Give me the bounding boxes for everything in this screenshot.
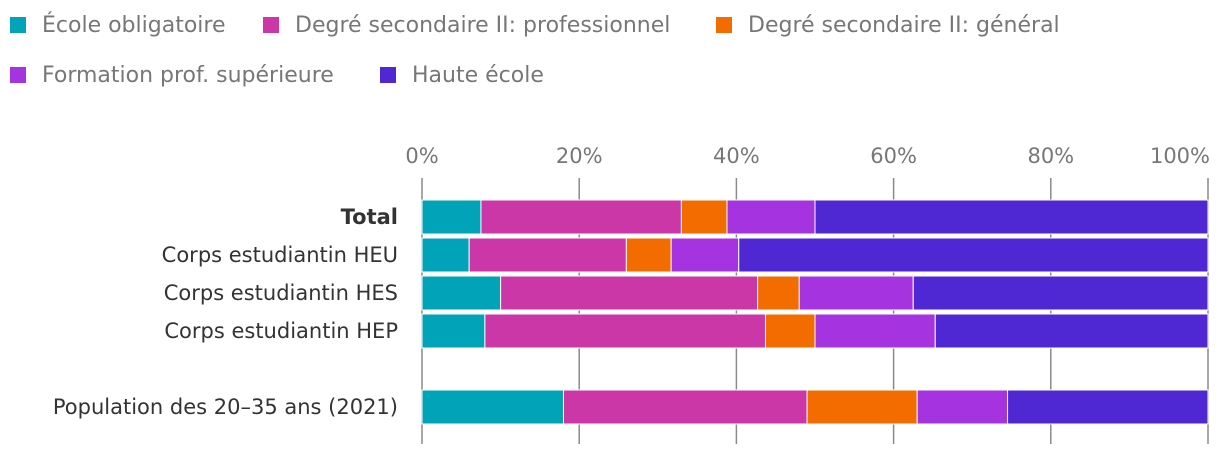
legend-item-ecole-obligatoire: École obligatoire [10, 8, 226, 42]
bar-segment-4-3 [916, 389, 1009, 425]
bar-segment-2-4 [912, 275, 1209, 311]
x-tick-label-3: 60% [870, 144, 917, 168]
bar-segment-0-0 [421, 199, 482, 235]
bar-segment-1-1 [468, 237, 627, 273]
legend-item-haute-ecole: Haute école [380, 58, 544, 92]
x-tick-label-4: 80% [1027, 144, 1074, 168]
category-label-1: Corps estudiantin HEU [162, 243, 398, 267]
legend-item-formation-prof-superieure: Formation prof. supérieure [10, 58, 334, 92]
legend-swatch-secondaire-professionnel [263, 17, 279, 33]
legend: École obligatoire Degré secondaire II: p… [10, 8, 1210, 108]
bar-segment-2-0 [421, 275, 502, 311]
legend-swatch-haute-ecole [380, 67, 396, 83]
x-tick-label-0: 0% [405, 144, 438, 168]
legend-swatch-secondaire-general [716, 17, 732, 33]
legend-label-formation-prof-superieure: Formation prof. supérieure [42, 62, 334, 88]
legend-label-ecole-obligatoire: École obligatoire [42, 12, 226, 38]
bar-segment-1-4 [738, 237, 1209, 273]
legend-swatch-ecole-obligatoire [10, 17, 26, 33]
bar-segment-2-2 [757, 275, 800, 311]
bar-segment-0-2 [680, 199, 728, 235]
bar-segment-3-1 [484, 313, 766, 349]
bar-segment-0-1 [480, 199, 682, 235]
bar-segment-4-1 [562, 389, 808, 425]
bar-segment-1-0 [421, 237, 470, 273]
bar-segment-4-2 [806, 389, 918, 425]
bar-segment-4-4 [1007, 389, 1209, 425]
category-label-4: Population des 20–35 ans (2021) [53, 395, 398, 419]
bar-segment-0-4 [814, 199, 1209, 235]
x-tick-label-5: 100% [1150, 144, 1210, 168]
bar-segment-3-3 [814, 313, 936, 349]
bar-segment-3-2 [764, 313, 816, 349]
bar-segment-3-0 [421, 313, 486, 349]
bar-segment-2-1 [500, 275, 759, 311]
category-label-0: Total [341, 205, 398, 229]
bar-segment-4-0 [421, 389, 564, 425]
bar-segment-1-2 [625, 237, 672, 273]
bar-segment-1-3 [670, 237, 740, 273]
legend-label-secondaire-professionnel: Degré secondaire II: professionnel [295, 12, 671, 38]
legend-swatch-formation-prof-superieure [10, 67, 26, 83]
bar-segment-2-3 [798, 275, 914, 311]
legend-row-2: Formation prof. supérieure Haute école [10, 58, 1210, 108]
x-tick-label-2: 40% [713, 144, 760, 168]
legend-row-1: École obligatoire Degré secondaire II: p… [10, 8, 1210, 58]
legend-item-secondaire-professionnel: Degré secondaire II: professionnel [263, 8, 670, 42]
legend-item-secondaire-general: Degré secondaire II: général [716, 8, 1060, 42]
legend-label-secondaire-general: Degré secondaire II: général [748, 12, 1060, 38]
bar-segment-3-4 [934, 313, 1209, 349]
x-tick-label-1: 20% [556, 144, 603, 168]
legend-label-haute-ecole: Haute école [412, 62, 544, 88]
category-label-2: Corps estudiantin HES [164, 281, 398, 305]
bar-segment-0-3 [726, 199, 816, 235]
category-label-3: Corps estudiantin HEP [164, 319, 398, 343]
